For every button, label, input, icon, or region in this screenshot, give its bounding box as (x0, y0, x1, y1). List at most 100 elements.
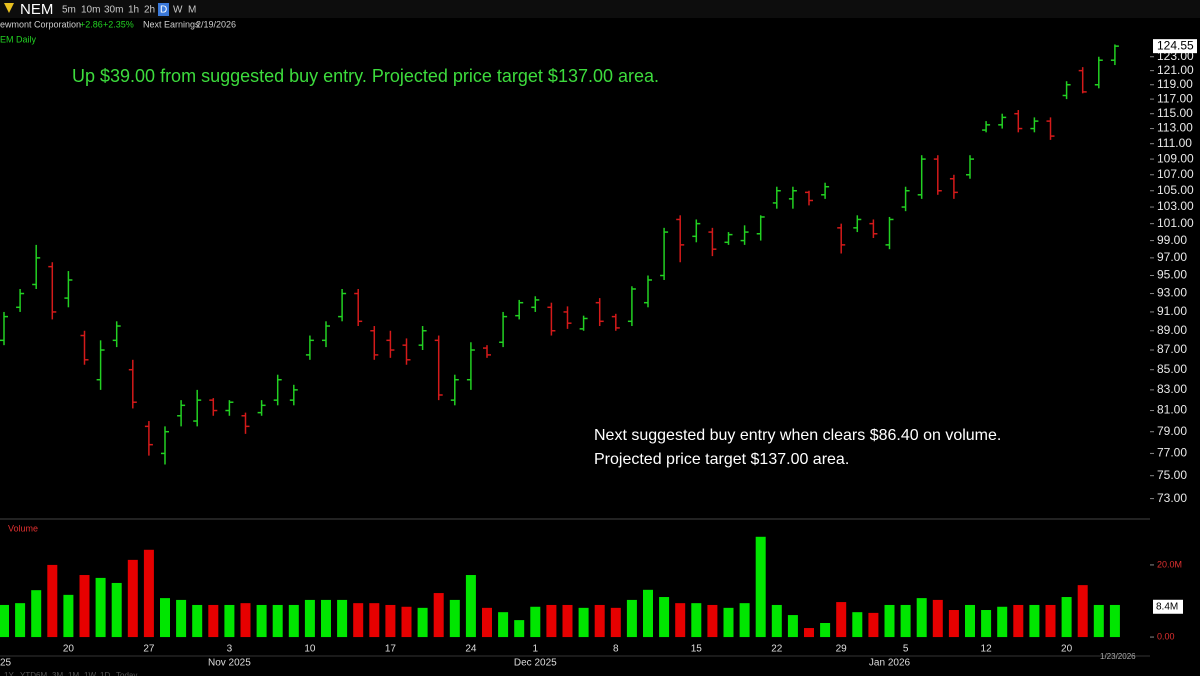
y-tick-label: 73.00 (1157, 491, 1187, 505)
y-tick-label: 99.00 (1157, 233, 1187, 247)
y-tick-label: 87.00 (1157, 342, 1187, 356)
y-tick-label: 113.00 (1157, 121, 1193, 135)
volume-bar (884, 604, 895, 638)
earnings-date: 2/19/2026 (196, 19, 236, 29)
y-tick-label: 117.00 (1157, 91, 1193, 105)
interval[interactable]: W (173, 5, 183, 16)
volume-bar (143, 549, 154, 638)
change-pct: +2.35% (103, 19, 134, 29)
volume-bar (514, 620, 525, 638)
range-button[interactable]: Today (116, 671, 137, 676)
volume-bar (868, 612, 879, 638)
volume-bar (47, 564, 58, 638)
volume-bar (482, 607, 492, 638)
y-tick-label: 77.00 (1157, 446, 1187, 460)
interval[interactable]: 1h (128, 5, 139, 16)
range-button[interactable]: 1M (68, 671, 79, 676)
y-tick-label: 103.00 (1157, 199, 1194, 213)
x-group-label: Dec 2025 (514, 658, 557, 669)
x-tick-label: 3 (227, 644, 233, 655)
x-tick-label: 5 (903, 644, 909, 655)
y-tick-label: 111.00 (1157, 136, 1192, 150)
y-tick-label: 109.00 (1157, 151, 1194, 165)
y-tick-label: 119.00 (1157, 77, 1193, 91)
annotation: Up $39.00 from suggested buy entry. Proj… (72, 66, 659, 86)
volume-bar (981, 610, 992, 638)
earnings-label: Next Earnings (143, 19, 200, 29)
volume-bar (916, 598, 927, 638)
interval[interactable]: 2h (144, 5, 155, 16)
panel-title: EM Daily (0, 34, 37, 44)
last-price-box (1153, 39, 1197, 54)
range-button[interactable]: YTD (20, 671, 36, 676)
volume-bar (304, 599, 315, 638)
volume-bar (95, 577, 106, 638)
volume-bar (1061, 597, 1072, 638)
volume-bar (932, 599, 943, 638)
volume-bar (433, 593, 444, 638)
y-tick-label: 75.00 (1157, 468, 1187, 482)
volume-bar (900, 604, 911, 638)
volume-bar (224, 604, 235, 638)
interval[interactable]: 10m (81, 5, 100, 16)
volume-bar (353, 603, 364, 638)
volume-bar (127, 559, 138, 638)
y-tick-label: 89.00 (1157, 323, 1187, 337)
interval[interactable]: M (188, 5, 196, 16)
interval[interactable]: 30m (104, 5, 123, 16)
volume-bar (578, 607, 589, 638)
volume-bar (465, 575, 476, 638)
y-tick-label: 81.00 (1157, 403, 1187, 417)
volume-bar (804, 628, 814, 638)
volume-bar (1077, 585, 1088, 638)
range-button[interactable]: 1Y (4, 671, 14, 676)
volume-bar (659, 597, 670, 638)
y-tick-label: 95.00 (1157, 268, 1187, 282)
range-button[interactable]: 1D (100, 671, 110, 676)
volume-bar (449, 599, 460, 638)
range-button[interactable]: 6M (36, 671, 47, 676)
volume-bar (31, 590, 42, 638)
footer-date: 1/23/2026 (1100, 652, 1136, 661)
volume-bar (417, 607, 428, 638)
volume-bar (836, 602, 847, 638)
volume-bar (965, 604, 975, 638)
toolbar (0, 0, 1200, 18)
volume-bar (530, 606, 541, 638)
range-button[interactable]: 3M (52, 671, 63, 676)
volume-bar (562, 604, 573, 638)
symbol[interactable]: NEM (20, 1, 53, 18)
volume-bar (787, 615, 798, 638)
range-button[interactable]: 1W (84, 671, 96, 676)
y-tick-label: 79.00 (1157, 424, 1187, 438)
volume-bar (675, 603, 686, 638)
x-tick-label: 8 (613, 644, 619, 655)
y-tick-label: 97.00 (1157, 250, 1187, 264)
interval[interactable]: 5m (62, 5, 76, 16)
volume-bar (723, 607, 734, 638)
volume-bar (852, 612, 863, 638)
y-tick-label: 115.00 (1157, 106, 1193, 120)
x-tick-label: 10 (304, 644, 316, 655)
volume-bar (272, 604, 283, 638)
panel-title: Volume (8, 523, 38, 533)
volume-bar (288, 604, 299, 638)
volume-bar (256, 604, 267, 638)
volume-bar (0, 604, 9, 638)
interval[interactable]: D (160, 5, 167, 16)
symbol-icon (4, 3, 14, 13)
volume-bar (111, 582, 122, 638)
volume-bar (594, 604, 605, 638)
volume-bar (321, 599, 331, 638)
volume-bar (385, 604, 396, 638)
y-tick-label: 0.00 (1157, 631, 1175, 641)
volume-bar (15, 603, 26, 638)
x-tick-label: 15 (691, 644, 703, 655)
volume-bar (626, 599, 637, 638)
x-tick-label: 20 (1061, 644, 1073, 655)
x-tick-label: 20 (63, 644, 75, 655)
x-tick-label: 12 (981, 644, 993, 655)
company: ewmont Corporation (0, 19, 81, 29)
